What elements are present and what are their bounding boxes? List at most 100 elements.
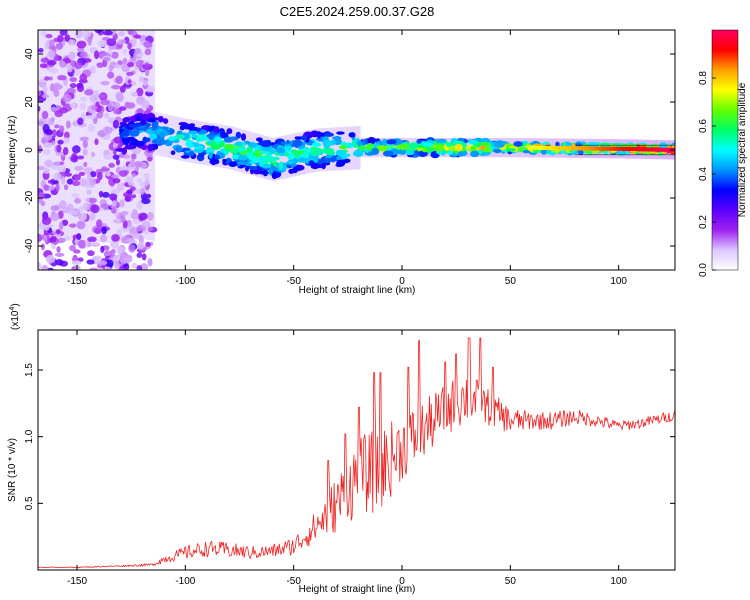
heatmap-cell <box>395 144 403 149</box>
heatmap-cell <box>157 115 164 123</box>
heatmap-cell <box>142 229 150 235</box>
heatmap-cell <box>91 105 98 111</box>
heatmap-cell <box>457 151 464 157</box>
heatmap-cell <box>88 197 97 204</box>
heatmap-cell <box>59 60 66 69</box>
heatmap-cell <box>100 80 110 86</box>
heatmap-cell <box>122 138 129 146</box>
heatmap-cell <box>112 177 121 184</box>
heatmap-halo <box>113 30 117 244</box>
heatmap-halo <box>87 30 91 242</box>
heatmap-cell <box>68 223 77 228</box>
heatmap-cell <box>110 240 120 250</box>
heatmap-cell <box>175 146 183 153</box>
heatmap-cell <box>84 89 94 96</box>
heatmap-cell <box>42 123 50 133</box>
heatmap-cell <box>127 176 134 186</box>
x-tick-label: 100 <box>610 576 627 587</box>
heatmap-cell <box>260 140 272 148</box>
heatmap-cell <box>90 242 101 247</box>
heatmap-cell <box>83 162 88 167</box>
heatmap-cell <box>63 137 71 144</box>
heatmap-cell <box>103 56 111 62</box>
heatmap-cell <box>87 36 92 46</box>
heatmap-cell <box>89 177 96 187</box>
heatmap-cell <box>213 126 220 133</box>
heatmap-cell <box>131 262 138 269</box>
heatmap-cell <box>123 154 131 160</box>
heatmap-cell <box>69 83 77 89</box>
x-tick-label: -50 <box>286 576 301 587</box>
heatmap-cell <box>50 212 60 222</box>
heatmap-cell <box>68 52 75 61</box>
heatmap-cell <box>131 91 138 97</box>
spectrogram-x-label: Height of straight line (km) <box>299 285 416 296</box>
heatmap-cell <box>386 139 397 145</box>
heatmap-cell <box>317 131 322 139</box>
heatmap-cell <box>322 136 329 141</box>
heatmap-cell <box>76 233 82 241</box>
heatmap-cell <box>170 150 176 156</box>
heatmap-cell <box>114 212 120 218</box>
heatmap-cell <box>139 188 146 195</box>
heatmap-cell <box>272 156 280 161</box>
heatmap-cell <box>322 139 333 147</box>
heatmap-cell <box>100 234 108 243</box>
heatmap-cell <box>133 122 141 128</box>
spectrogram-panel: -150 -100 -50 0 50 100 -40 -20 0 20 40 Height of … <box>7 29 676 296</box>
heatmap-cell <box>59 125 65 133</box>
heatmap-cell <box>135 59 146 68</box>
heatmap-cell <box>416 139 422 144</box>
heatmap-cell <box>59 107 69 114</box>
heatmap-cell <box>129 186 136 192</box>
heatmap-cell <box>50 205 60 211</box>
heatmap-cell <box>124 101 130 108</box>
heatmap-cell <box>494 140 506 148</box>
heatmap-cell <box>126 237 135 243</box>
heatmap-cell <box>112 119 120 129</box>
heatmap-halo <box>110 30 114 244</box>
heatmap-cell <box>38 118 47 127</box>
heatmap-halo <box>79 30 83 242</box>
x-tick-label: -150 <box>67 276 87 287</box>
heatmap-cell <box>159 130 166 138</box>
heatmap-cell <box>114 148 126 152</box>
heatmap-cell <box>137 178 142 184</box>
heatmap-halo <box>355 126 358 170</box>
heatmap-cell <box>41 110 49 120</box>
heatmap-cell <box>128 244 136 253</box>
heatmap-cell <box>140 263 149 270</box>
heatmap-halo <box>352 126 356 170</box>
heatmap-cell <box>138 212 148 221</box>
x-tick-label: 50 <box>505 576 517 587</box>
heatmap-cell <box>119 199 125 208</box>
heatmap-cell <box>79 136 89 142</box>
heatmap-halo <box>347 126 351 170</box>
heatmap-cell <box>268 148 276 155</box>
heatmap-cell <box>78 171 86 176</box>
heatmap-halo <box>92 30 96 242</box>
heatmap-cell <box>198 151 205 158</box>
heatmap-halo <box>139 30 143 240</box>
heatmap-cell <box>117 143 122 150</box>
heatmap-cell <box>111 208 117 214</box>
heatmap-cell <box>142 79 149 87</box>
heatmap-cell <box>112 218 123 224</box>
heatmap-cell <box>67 203 74 212</box>
heatmap-cell <box>46 60 57 66</box>
heatmap-cell <box>365 149 370 153</box>
y-tick-label: -20 <box>24 190 35 205</box>
heatmap-halo <box>71 30 75 241</box>
heatmap-cell <box>422 142 434 147</box>
heatmap-cell <box>116 93 124 103</box>
heatmap-cell <box>147 144 154 152</box>
heatmap-cell <box>111 200 117 207</box>
heatmap-cell <box>144 48 152 56</box>
colorbar: 0.0 0.2 0.4 0.6 0.8 Normalized spectral ampl… <box>698 29 748 277</box>
heatmap-cell <box>292 166 298 174</box>
heatmap-cell <box>116 228 123 236</box>
heatmap-cell <box>575 142 583 147</box>
heatmap-cell <box>268 168 274 176</box>
heatmap-cell <box>188 150 195 157</box>
heatmap-cell <box>436 139 447 144</box>
